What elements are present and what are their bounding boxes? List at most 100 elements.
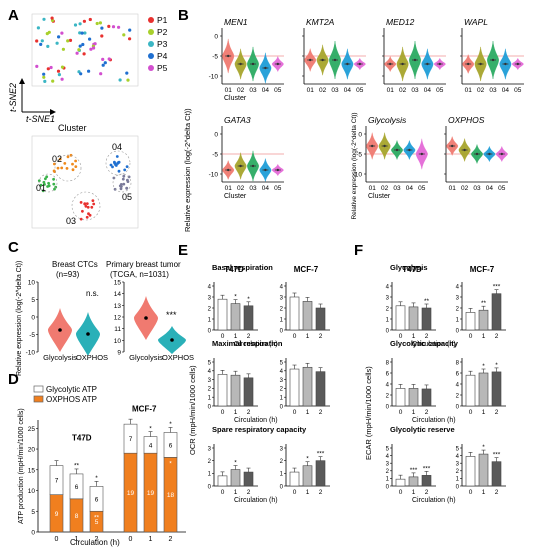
legend-label-p3: P3 [157,39,168,49]
y-tick-label: 2 [386,306,390,312]
cluster-point [58,157,62,161]
y-tick-label: 4 [208,284,212,290]
violin-center [389,62,392,66]
cluster-point [85,202,89,206]
cell-line-title: T47D [402,265,422,274]
tsne-point [111,25,116,29]
y-tick-label: 1 [280,472,284,478]
x-tick-label: 02 [399,87,407,94]
violin-panel: MED12 01 02 03 04 05 [382,17,446,94]
xlabel: Circulation (h) [234,341,278,348]
violin-mean-dot [58,328,62,332]
legend-label-p4: P4 [157,51,168,61]
xlabel: Circulation (h) [234,417,278,424]
tsne-point [60,65,65,69]
violin-center [227,54,230,58]
tsne-point [118,78,122,82]
c-left-y-tick-label: 0 [31,315,35,322]
tsne-axis-x-label: t-SNE1 [26,114,55,124]
x-tick-label: 03 [249,185,257,192]
tsne-point [100,26,104,30]
x-tick-label: 05 [356,87,364,94]
cluster-point [74,165,78,169]
x-tick-label: 05 [274,185,282,192]
d-oxphos-value: 5 [95,519,99,526]
cluster-point [60,166,64,170]
cluster-point [83,202,87,206]
x-tick-label: 05 [514,87,522,94]
x-tick-label: 02 [319,87,327,94]
tsne-point [42,17,46,21]
bar [465,456,476,487]
c-right-y-tick-label: 14 [114,291,122,298]
cluster-point [117,169,121,173]
cluster-point [79,201,83,204]
y-tick-label: 4 [456,284,460,290]
x-tick-label: 02 [477,87,485,94]
cluster-point [127,175,131,179]
cluster-point [39,183,43,187]
e-ylabel: OCR (mpH/min/1000 cells) [188,365,197,455]
violin-center [395,148,399,152]
c-ylabel: Relative expression (log(-2^delta Ct)) [16,261,23,376]
cluster-point [86,205,90,209]
violin-ylabel: Relative expression (log(-2^delta Ct)) [183,108,192,232]
tsne-axes: t-SNE2 t-SNE1 [8,78,56,124]
violin-center [408,148,411,152]
tsne-point [61,47,65,51]
cluster-point [43,183,46,186]
y-tick-label: 2 [280,459,284,465]
d-x-tick-label: 2 [169,536,173,543]
cluster-point [113,160,116,164]
tsne-point [83,31,87,35]
cluster-point [90,205,94,209]
x-tick-label: 1 [306,489,310,496]
significance: *** [423,465,431,472]
c-right-xlabel-oxphos: OXPHOS [162,353,194,362]
cluster-point [85,215,89,219]
x-tick-label: 2 [319,489,323,496]
violin-center [239,62,242,66]
tsne-point [55,41,59,45]
x-tick-label: 05 [436,87,444,94]
d-x-tick-label: 0 [129,536,133,543]
d-glyco-sig: * [149,425,152,432]
y-tick-label: 0 [456,404,460,410]
tsne-point [93,42,97,46]
cluster-point [122,174,126,178]
violin-center [420,152,423,156]
y-tick-label: 3 [386,462,390,468]
d-glyco-value: 7 [129,436,133,443]
cluster-point [63,162,67,165]
cluster-label-02: 02 [52,154,62,164]
d-oxphos-value: 18 [167,492,175,499]
violin-panel: GATA3 0 -5 -10 01 02 03 04 05 Cluster [209,115,284,200]
x-tick-label: 03 [489,87,497,94]
x-tick-label: 01 [387,87,395,94]
d-glyco-value: 6 [95,496,99,503]
x-tick-label: 01 [307,87,315,94]
bar [491,293,502,331]
cell-line-title: MCF-7 [294,265,319,274]
cluster-point [66,155,70,159]
y-tick-label: 5 [456,446,460,452]
y-tick-label: -10 [209,172,219,179]
legend-dot-p4 [148,53,154,59]
bar [315,460,326,487]
violin-center [504,62,507,66]
d-x-tick-label: 1 [75,536,79,543]
violin-center [346,62,349,66]
violin-center [321,58,324,62]
y-tick-label: 8 [386,360,390,366]
violin-center [309,58,312,62]
d-atp-chart: 0510152025T47D97086**156***2MCF-71970194… [28,405,186,543]
bar [421,475,432,487]
y-tick-label: 6 [386,371,390,377]
x-tick-label: 04 [486,185,494,192]
x-tick-label: 03 [249,87,257,94]
tsne-point [128,37,132,41]
tsne-point [78,44,82,48]
tsne-point [40,39,44,43]
tsne-point [126,78,130,82]
cluster-point [52,177,55,181]
